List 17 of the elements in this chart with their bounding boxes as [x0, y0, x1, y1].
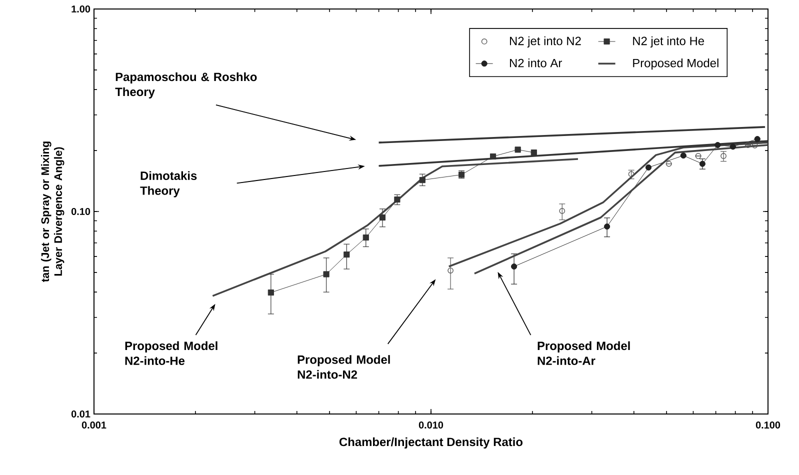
legend-label: Proposed Model	[633, 58, 718, 70]
annotation: Proposed Model N2-into-Ar	[538, 341, 630, 366]
legend-label: N2 jet into He	[633, 36, 704, 48]
annotation: Dimotakis Theory	[140, 171, 197, 198]
legend-label: N2 jet into N2	[510, 36, 581, 48]
y-tick-label: 1.00	[72, 5, 90, 13]
x-tick-label: 0.001	[82, 422, 106, 429]
x-axis-title: Chamber/Injectant Density Ratio	[339, 437, 523, 449]
legend-label: N2 into Ar	[510, 58, 562, 68]
annotation: Papamoschou & Roshko Theory	[115, 72, 257, 98]
x-tick-label: 0.010	[418, 422, 444, 429]
x-tick-label: 0.100	[756, 422, 780, 429]
annotation: Proposed Model N2-into-N2	[298, 355, 390, 379]
y-tick-label: 0.10	[71, 208, 90, 216]
y-axis-title: tan (Jet or Spray or Mixing Layer Divergence Angle)	[41, 142, 64, 282]
y-tick-label: 0.01	[71, 410, 90, 418]
annotation: Proposed Model N2-into-He	[125, 341, 218, 366]
